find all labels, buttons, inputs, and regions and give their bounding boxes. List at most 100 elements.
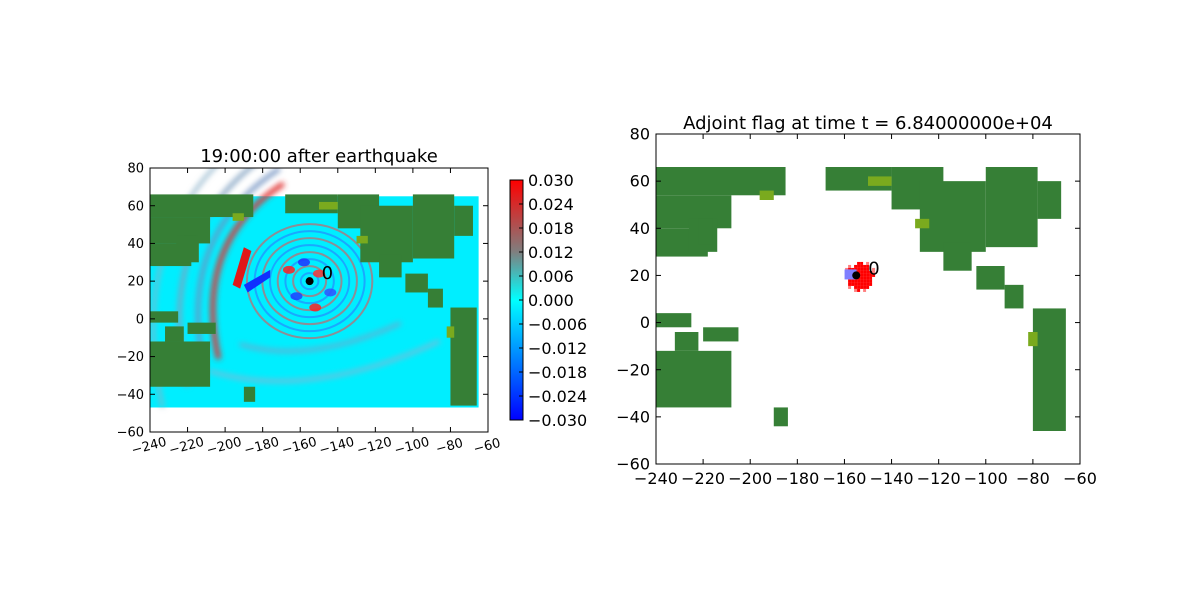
flag-cell [848,264,852,268]
right-source-marker: 0 [852,258,880,280]
wave-ring [276,251,343,312]
left-source-label: 0 [322,263,333,284]
flag-cell [863,285,867,289]
left-y-tick-label: 0 [136,312,144,327]
flag-cell [860,276,864,280]
right-x-tick-label: −240 [634,469,678,488]
flag-cell [866,285,870,289]
right-x-tick-label: −60 [1063,469,1097,488]
flag-cell [860,270,864,274]
flag-cell [857,264,861,268]
land-patch [165,326,184,342]
right-y-tick-label: 60 [630,172,650,191]
flag-cell [857,285,861,289]
flag-cell [863,276,867,280]
left-y-tick-label: 80 [127,162,144,177]
wave-ring [245,223,374,340]
land-patch [450,307,477,406]
wave-blob [290,292,303,301]
wave-blob [297,258,310,267]
flag-cell [860,273,864,277]
flag-cell [863,282,867,286]
land-patch [703,327,739,342]
land-patch [698,218,713,245]
land-patch [976,266,1005,290]
left-axes-frame [149,167,489,433]
flag-cell [854,264,858,268]
colorbar-tick-label: −0.006 [528,315,587,334]
flag-cell [863,273,867,277]
right-chart-title: Adjoint flag at time t = 6.84000000e+04 [683,113,1053,134]
coast-patch [1028,332,1038,347]
flag-cell [872,273,876,277]
right-panel: Adjoint flag at time t = 6.84000000e+04 … [616,113,1097,488]
flag-cell [857,267,861,271]
land-patch [919,181,986,252]
land-patch [454,205,473,236]
left-plot-area [150,168,479,408]
coast-patch [868,176,892,186]
flag-cell [866,276,870,280]
wave-crest [232,247,252,289]
flag-cell [854,279,858,283]
flag-cell [857,279,861,283]
left-panel: 19:00:00 after earthquake −240 −220 −200 −1… [117,146,503,459]
land-patch [985,167,1038,248]
wave-blob [282,265,295,274]
flag-cell [848,279,852,283]
right-source-point [852,271,861,280]
flag-cell [860,264,864,268]
land-patch [1004,284,1024,309]
wave-ring [284,258,335,305]
left-x-tick-label: −220 [167,435,205,459]
flag-cell [857,288,861,292]
left-y-ticks: −60 −40 −20 0 20 40 60 80 [117,162,488,441]
flag-cell [869,276,873,280]
right-x-tick-label: −200 [728,469,772,488]
flag-cell [854,285,858,289]
coast-patch [356,235,368,244]
flag-cell [854,282,858,286]
colorbar-tick-label: 0.030 [528,171,574,190]
land-patch [360,205,413,263]
flag-cell [860,267,864,271]
land-patch [427,288,443,308]
flag-cell-blue [844,269,857,280]
colorbar-ticks: 0.030 0.024 0.018 0.012 0.006 0.000 −0.006 −0.0… [519,171,587,430]
flag-cell [860,279,864,283]
wave-blob [309,303,322,312]
flag-cell [848,282,852,286]
flag-cell [863,279,867,283]
flag-cell [863,270,867,274]
flag-cell [866,282,870,286]
right-y-tick-label: 20 [630,266,650,285]
left-y-tick-label: −20 [117,350,144,365]
flag-cell [872,267,876,271]
land-patch [656,313,692,328]
coast-patch [759,190,774,200]
flag-cell [860,285,864,289]
flag-cell [866,279,870,283]
wave-ring [299,272,320,291]
left-source-marker: 0 [305,263,333,286]
colorbar-tick-label: 0.024 [528,195,574,214]
right-axes-frame [655,133,1081,465]
left-x-tick-label: −160 [280,435,318,459]
coast-patch [446,326,455,338]
right-plot-area [656,167,1066,431]
colorbar-tick-label: 0.018 [528,219,574,238]
left-chart-title: 19:00:00 after earthquake [200,146,438,167]
right-y-tick-label: 0 [640,313,650,332]
flag-cell [848,285,852,289]
left-x-tick-label: −120 [355,435,393,459]
left-x-tick-label: −80 [434,436,464,458]
flag-cell [869,273,873,277]
land-patch [243,386,256,402]
wave-blob [313,269,325,278]
colorbar-tick-label: −0.018 [528,363,587,382]
right-x-tick-label: −80 [1016,469,1050,488]
coast-patch [319,201,338,210]
flag-cell [851,282,855,286]
land-patch [405,273,428,293]
land-patch [412,194,455,259]
